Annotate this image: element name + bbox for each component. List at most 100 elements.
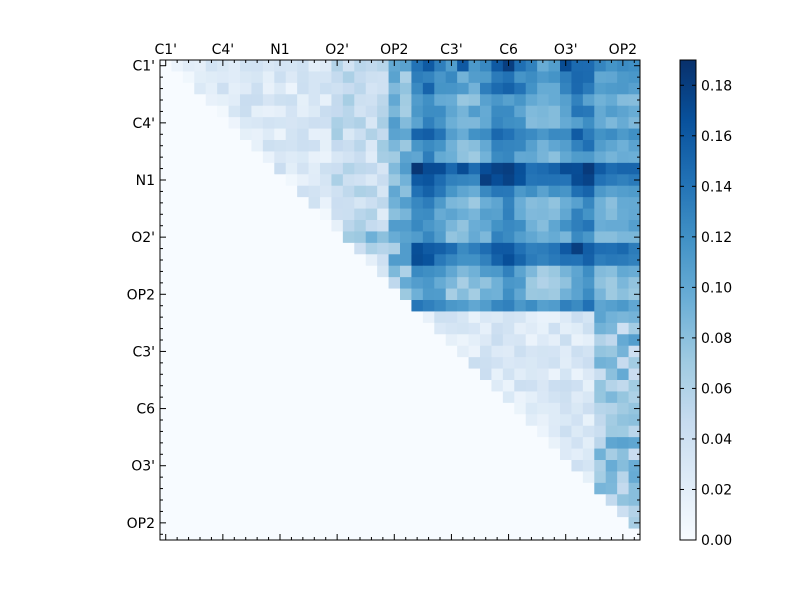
heatmap-cell [262, 277, 275, 289]
heatmap-cell [422, 448, 435, 461]
heatmap-cell [594, 494, 607, 507]
heatmap-cell [217, 117, 229, 129]
heatmap-cell [594, 140, 607, 152]
x-tick-label: OP2 [380, 42, 408, 58]
heatmap-cell [582, 288, 595, 301]
heatmap-cell [400, 494, 412, 507]
heatmap-cell [274, 505, 287, 518]
heatmap-cell [240, 414, 252, 427]
heatmap-cell [228, 277, 241, 289]
heatmap-cell [297, 345, 309, 358]
heatmap-cell [560, 185, 572, 198]
heatmap-cell [194, 494, 207, 507]
heatmap-cell [594, 357, 607, 369]
heatmap-cell [274, 208, 287, 221]
heatmap-cell [502, 300, 515, 312]
heatmap-cell [411, 82, 424, 95]
heatmap-cell [320, 197, 332, 209]
y-tick-label: C4' [132, 116, 155, 132]
heatmap-cell [548, 448, 561, 461]
heatmap-cell [537, 437, 549, 449]
heatmap-cell [502, 174, 515, 187]
heatmap-cell [628, 437, 641, 449]
heatmap-cell [182, 128, 195, 141]
heatmap-cell [182, 414, 195, 427]
heatmap-cell [240, 151, 252, 164]
heatmap-cell [205, 368, 218, 381]
heatmap-cell [571, 300, 584, 312]
heatmap-cell [480, 345, 492, 358]
heatmap-cell [445, 368, 458, 381]
heatmap-cell [331, 242, 344, 255]
heatmap-cell [377, 128, 389, 141]
heatmap-cell [182, 391, 195, 404]
heatmap-cell [582, 174, 595, 187]
heatmap-cell [262, 94, 275, 107]
heatmap-cell [548, 402, 561, 415]
heatmap-cell [217, 151, 229, 164]
heatmap-cell [205, 60, 218, 72]
plot-frame [159, 59, 641, 541]
heatmap-cell [582, 334, 595, 347]
heatmap-cell [240, 402, 252, 415]
heatmap-cell [160, 380, 172, 392]
heatmap-cell [560, 105, 572, 118]
heatmap-cell [240, 311, 252, 324]
heatmap-cell [240, 242, 252, 255]
heatmap-cell [342, 448, 355, 461]
heatmap-cell [342, 197, 355, 209]
heatmap-cell [182, 277, 195, 289]
heatmap-cell [251, 105, 264, 118]
heatmap-cell [160, 368, 172, 381]
heatmap-cell [182, 288, 195, 301]
heatmap-cell [411, 391, 424, 404]
heatmap-cell [251, 60, 264, 72]
heatmap-cell [582, 128, 595, 141]
heatmap-cell [480, 448, 492, 461]
heatmap-cell [605, 357, 618, 369]
heatmap-cell [514, 425, 527, 438]
heatmap-cell [217, 231, 229, 244]
heatmap-cell [594, 482, 607, 495]
heatmap-cell [457, 151, 469, 164]
heatmap-cell [205, 380, 218, 392]
heatmap-cell [582, 517, 595, 529]
heatmap-cell [537, 105, 549, 118]
heatmap-cell [491, 105, 504, 118]
heatmap-cell [228, 345, 241, 358]
heatmap-cell [434, 380, 447, 392]
heatmap-cell [297, 300, 309, 312]
heatmap-cell [285, 528, 298, 541]
heatmap-cell [251, 140, 264, 152]
heatmap-cell [251, 505, 264, 518]
heatmap-cell [365, 60, 378, 72]
heatmap-cell [457, 197, 469, 209]
heatmap-cell [582, 254, 595, 267]
heatmap-cell [342, 151, 355, 164]
heatmap-cell [182, 437, 195, 449]
heatmap-cell [422, 380, 435, 392]
heatmap-cell [308, 174, 321, 187]
heatmap-cell [251, 482, 264, 495]
heatmap-cell [594, 300, 607, 312]
heatmap-cell [194, 311, 207, 324]
heatmap-cell [297, 288, 309, 301]
heatmap-cell [514, 174, 527, 187]
heatmap-cell [468, 220, 481, 232]
heatmap-cell [582, 391, 595, 404]
heatmap-cell [560, 82, 572, 95]
heatmap-cell [514, 300, 527, 312]
heatmap-cell [308, 482, 321, 495]
heatmap-cell [605, 334, 618, 347]
x-tick-label: O3' [554, 42, 578, 58]
heatmap-cell [582, 311, 595, 324]
heatmap-cell [274, 140, 287, 152]
heatmap-cell [297, 368, 309, 381]
heatmap-cell [571, 265, 584, 278]
heatmap-cell [320, 60, 332, 72]
heatmap-cell [388, 208, 401, 221]
heatmap-cell [354, 494, 367, 507]
heatmap-cell [228, 368, 241, 381]
heatmap-cell [422, 140, 435, 152]
colorbar-tick-label: 0.00 [701, 533, 732, 549]
